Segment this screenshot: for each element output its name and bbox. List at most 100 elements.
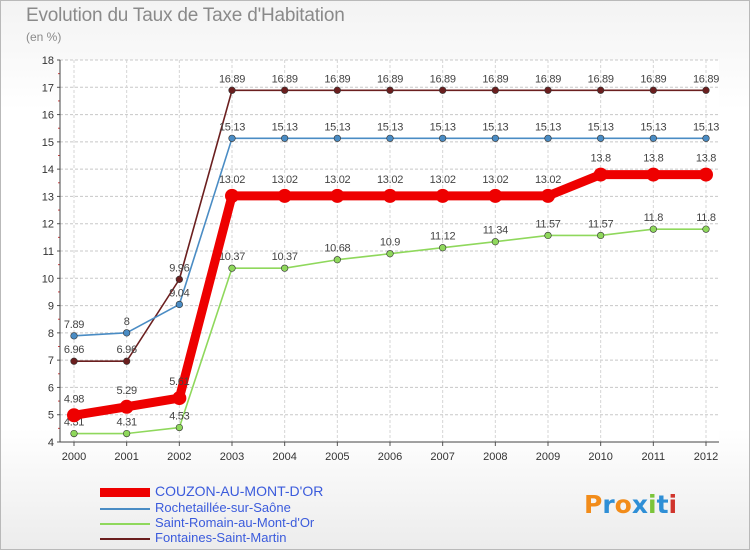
data-label-saint-romain-au-mont-d-or: 4.31 — [117, 417, 137, 429]
data-label-couzon-au-mont-d-or: 13.02 — [377, 174, 403, 186]
data-point-rochetaill-e-sur-sa-ne — [70, 332, 78, 340]
data-label-fontaines-saint-martin: 16.89 — [693, 73, 719, 85]
x-tick-label: 2009 — [536, 451, 560, 463]
x-tick-label: 2005 — [325, 451, 349, 463]
chart-title: Evolution du Taux de Taxe d'Habitation — [26, 5, 345, 26]
data-point-fontaines-saint-martin — [439, 86, 447, 94]
data-label-rochetaill-e-sur-sa-ne: 15.13 — [640, 121, 666, 133]
data-point-fontaines-saint-martin — [597, 86, 605, 94]
y-tick-label: 11 — [43, 246, 54, 258]
data-label-couzon-au-mont-d-or: 13.8 — [696, 153, 716, 165]
y-tick-label: 17 — [42, 82, 54, 94]
data-label-couzon-au-mont-d-or: 13.02 — [219, 174, 245, 186]
data-point-saint-romain-au-mont-d-or — [175, 423, 183, 432]
data-label-fontaines-saint-martin: 16.89 — [430, 73, 456, 85]
data-point-couzon-au-mont-d-or — [225, 188, 239, 203]
y-tick-label: 15 — [42, 137, 54, 149]
data-label-rochetaill-e-sur-sa-ne: 15.13 — [272, 121, 298, 133]
x-tick-label: 2002 — [167, 451, 191, 463]
data-point-saint-romain-au-mont-d-or — [649, 225, 657, 233]
legend-swatch-rochetaillee — [100, 508, 150, 510]
y-tick-label: 14 — [42, 164, 54, 176]
data-point-saint-romain-au-mont-d-or — [228, 264, 236, 272]
data-label-fontaines-saint-martin: 16.89 — [324, 73, 350, 85]
data-label-saint-romain-au-mont-d-or: 11.57 — [535, 218, 560, 230]
data-label-rochetaill-e-sur-sa-ne: 15.13 — [377, 121, 403, 133]
data-label-saint-romain-au-mont-d-or: 11.57 — [588, 218, 613, 230]
data-point-fontaines-saint-martin — [70, 357, 78, 365]
legend-item-fontaines: Fontaines-Saint-Martin — [100, 530, 400, 547]
data-label-rochetaill-e-sur-sa-ne: 15.13 — [324, 121, 350, 133]
data-point-saint-romain-au-mont-d-or — [281, 264, 289, 272]
legend-label-rochetaillee: Rochetaillée-sur-Saône — [155, 500, 291, 515]
logo-letter: x — [631, 490, 648, 519]
data-point-rochetaill-e-sur-sa-ne — [386, 134, 394, 142]
data-point-saint-romain-au-mont-d-or — [439, 244, 447, 252]
data-label-saint-romain-au-mont-d-or: 10.68 — [324, 243, 350, 255]
x-tick-label: 2004 — [272, 451, 296, 463]
data-label-saint-romain-au-mont-d-or: 11.8 — [644, 212, 664, 224]
data-label-fontaines-saint-martin: 16.89 — [588, 73, 614, 85]
logo-letter: r — [602, 490, 615, 519]
data-label-couzon-au-mont-d-or: 13.02 — [482, 174, 508, 186]
legend-label-fontaines: Fontaines-Saint-Martin — [155, 530, 287, 545]
data-label-saint-romain-au-mont-d-or: 11.8 — [696, 212, 716, 224]
data-point-rochetaill-e-sur-sa-ne — [702, 134, 710, 142]
data-point-fontaines-saint-martin — [175, 275, 183, 283]
data-label-fontaines-saint-martin: 16.89 — [640, 73, 666, 85]
data-label-saint-romain-au-mont-d-or: 10.37 — [219, 251, 245, 263]
data-point-couzon-au-mont-d-or — [699, 167, 713, 182]
y-tick-label: 9 — [48, 301, 54, 313]
data-point-fontaines-saint-martin — [491, 86, 499, 94]
logo-letter: i — [648, 490, 657, 519]
data-point-couzon-au-mont-d-or — [383, 188, 397, 203]
legend-swatch-couzon — [100, 488, 150, 497]
data-point-saint-romain-au-mont-d-or — [544, 231, 552, 240]
data-point-saint-romain-au-mont-d-or — [333, 256, 341, 264]
data-point-rochetaill-e-sur-sa-ne — [228, 134, 236, 142]
data-point-rochetaill-e-sur-sa-ne — [649, 134, 657, 142]
data-point-rochetaill-e-sur-sa-ne — [175, 300, 183, 309]
data-point-fontaines-saint-martin — [702, 86, 710, 94]
data-point-rochetaill-e-sur-sa-ne — [597, 134, 605, 142]
data-point-rochetaill-e-sur-sa-ne — [439, 134, 447, 142]
x-tick-label: 2010 — [588, 451, 612, 463]
x-tick-label: 2001 — [114, 451, 138, 463]
data-label-saint-romain-au-mont-d-or: 10.37 — [272, 251, 298, 263]
data-label-rochetaill-e-sur-sa-ne: 7.89 — [64, 319, 84, 331]
data-point-saint-romain-au-mont-d-or — [597, 231, 605, 240]
y-tick-label: 18 — [42, 55, 54, 67]
legend-swatch-fontaines — [100, 538, 150, 540]
data-label-fontaines-saint-martin: 6.96 — [117, 344, 137, 356]
y-tick-label: 16 — [42, 110, 54, 122]
data-point-couzon-au-mont-d-or — [541, 188, 555, 203]
legend-item-saint-romain: Saint-Romain-au-Mont-d'Or — [100, 515, 400, 532]
data-point-rochetaill-e-sur-sa-ne — [544, 134, 552, 142]
data-label-rochetaill-e-sur-sa-ne: 15.13 — [219, 121, 245, 133]
data-label-couzon-au-mont-d-or: 13.02 — [535, 174, 561, 186]
logo-letter: o — [614, 490, 632, 519]
data-label-rochetaill-e-sur-sa-ne: 15.13 — [535, 121, 561, 133]
data-point-couzon-au-mont-d-or — [593, 167, 608, 182]
data-point-fontaines-saint-martin — [544, 86, 552, 94]
y-tick-label: 5 — [48, 410, 54, 422]
data-label-fontaines-saint-martin: 6.96 — [64, 344, 84, 356]
data-point-couzon-au-mont-d-or — [488, 188, 503, 203]
data-point-fontaines-saint-martin — [123, 357, 131, 365]
y-tick-label: 13 — [42, 191, 54, 203]
data-point-fontaines-saint-martin — [649, 86, 657, 94]
legend-item-couzon: COUZON-AU-MONT-D'OR — [100, 483, 400, 500]
data-label-rochetaill-e-sur-sa-ne: 15.13 — [693, 121, 719, 133]
data-label-couzon-au-mont-d-or: 5.29 — [117, 385, 137, 397]
data-label-rochetaill-e-sur-sa-ne: 9.04 — [169, 287, 189, 299]
x-tick-label: 2011 — [642, 451, 666, 463]
data-label-fontaines-saint-martin: 16.89 — [219, 73, 245, 85]
data-point-saint-romain-au-mont-d-or — [702, 225, 710, 233]
data-point-couzon-au-mont-d-or — [330, 188, 345, 203]
proxiti-logo: Proxiti — [584, 490, 677, 519]
data-point-couzon-au-mont-d-or — [435, 188, 450, 203]
data-label-saint-romain-au-mont-d-or: 10.9 — [380, 237, 400, 249]
data-label-rochetaill-e-sur-sa-ne: 8 — [124, 316, 130, 328]
data-label-fontaines-saint-martin: 16.89 — [482, 73, 508, 85]
